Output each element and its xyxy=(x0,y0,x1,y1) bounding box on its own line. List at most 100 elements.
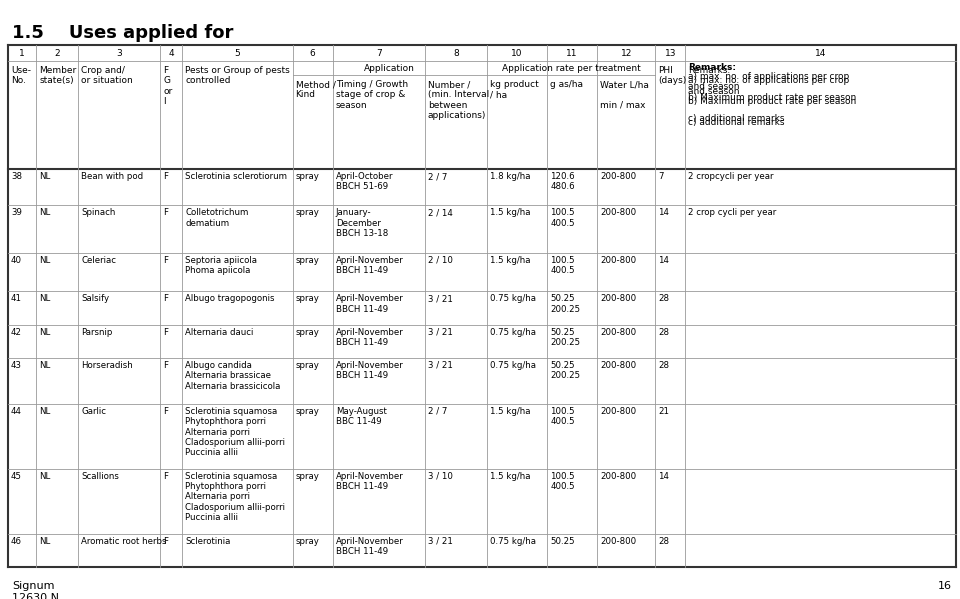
Text: 1.5    Uses applied for: 1.5 Uses applied for xyxy=(12,24,233,42)
Text: 46: 46 xyxy=(11,537,22,546)
Text: 0.75 kg/ha: 0.75 kg/ha xyxy=(490,294,536,303)
Text: Use-
No.: Use- No. xyxy=(11,66,31,86)
Text: F: F xyxy=(163,328,168,337)
Text: kg product
/ ha: kg product / ha xyxy=(490,80,539,99)
Text: 200-800: 200-800 xyxy=(600,361,636,370)
Text: 38: 38 xyxy=(11,172,22,181)
Text: April-November
BBCH 11-49: April-November BBCH 11-49 xyxy=(336,256,403,276)
Text: spray: spray xyxy=(296,256,320,265)
Text: Spinach: Spinach xyxy=(82,208,115,217)
Text: spray: spray xyxy=(296,294,320,303)
Text: F: F xyxy=(163,361,168,370)
Text: 43: 43 xyxy=(11,361,22,370)
Text: April-November
BBCH 11-49: April-November BBCH 11-49 xyxy=(336,328,403,347)
Text: 1.5 kg/ha: 1.5 kg/ha xyxy=(490,256,531,265)
Text: 21: 21 xyxy=(659,407,669,416)
Text: Celeriac: Celeriac xyxy=(82,256,116,265)
Text: April-November
BBCH 11-49: April-November BBCH 11-49 xyxy=(336,537,403,556)
Text: 3 / 21: 3 / 21 xyxy=(428,361,453,370)
Text: 28: 28 xyxy=(659,361,669,370)
Text: 3: 3 xyxy=(116,49,122,58)
Text: F
G
or
I: F G or I xyxy=(163,66,173,106)
Text: 100.5
400.5: 100.5 400.5 xyxy=(550,208,575,228)
Text: Aromatic root herbs: Aromatic root herbs xyxy=(82,537,167,546)
Text: Signum
12630 N: Signum 12630 N xyxy=(12,581,59,599)
Text: Remarks:
a) max. no. of applications per crop
and season
b) Maximum product rate: Remarks: a) max. no. of applications per… xyxy=(688,66,856,127)
Text: Application: Application xyxy=(365,64,416,73)
Text: Parsnip: Parsnip xyxy=(82,328,112,337)
Text: 2 / 7: 2 / 7 xyxy=(428,407,447,416)
Text: NL: NL xyxy=(39,328,50,337)
Text: 200-800: 200-800 xyxy=(600,256,636,265)
Text: 200-800: 200-800 xyxy=(600,294,636,303)
Text: 0.75 kg/ha: 0.75 kg/ha xyxy=(490,537,536,546)
Text: Sclerotinia: Sclerotinia xyxy=(185,537,230,546)
Text: 120.6
480.6: 120.6 480.6 xyxy=(550,172,575,192)
Text: 3 / 21: 3 / 21 xyxy=(428,328,453,337)
Text: 1.5 kg/ha: 1.5 kg/ha xyxy=(490,208,531,217)
Text: 10: 10 xyxy=(512,49,523,58)
Text: 200-800: 200-800 xyxy=(600,537,636,546)
Text: spray: spray xyxy=(296,328,320,337)
Text: Sclerotinia sclerotiorum: Sclerotinia sclerotiorum xyxy=(185,172,287,181)
Text: 200-800: 200-800 xyxy=(600,328,636,337)
Text: spray: spray xyxy=(296,208,320,217)
Text: 100.5
400.5: 100.5 400.5 xyxy=(550,256,575,276)
Text: NL: NL xyxy=(39,537,50,546)
Text: 200-800: 200-800 xyxy=(600,407,636,416)
Text: Remarks:: Remarks: xyxy=(688,63,736,72)
Text: Scallions: Scallions xyxy=(82,471,119,480)
Text: Garlic: Garlic xyxy=(82,407,107,416)
Text: 8: 8 xyxy=(453,49,459,58)
Text: F: F xyxy=(163,537,168,546)
Text: 1: 1 xyxy=(19,49,25,58)
Text: 45: 45 xyxy=(11,471,22,480)
Text: Salsify: Salsify xyxy=(82,294,109,303)
Text: Method /
Kind: Method / Kind xyxy=(296,80,335,99)
Text: Sclerotinia squamosa
Phytophthora porri
Alternaria porri
Cladosporium allii-porr: Sclerotinia squamosa Phytophthora porri … xyxy=(185,471,285,522)
Text: Bean with pod: Bean with pod xyxy=(82,172,143,181)
Text: NL: NL xyxy=(39,471,50,480)
Text: May-August
BBC 11-49: May-August BBC 11-49 xyxy=(336,407,387,426)
Text: 39: 39 xyxy=(11,208,22,217)
Text: 3 / 21: 3 / 21 xyxy=(428,537,453,546)
Text: F: F xyxy=(163,208,168,217)
Text: 2 / 7: 2 / 7 xyxy=(428,172,447,181)
Text: 12: 12 xyxy=(620,49,632,58)
Text: Septoria apiicola
Phoma apiicola: Septoria apiicola Phoma apiicola xyxy=(185,256,257,276)
Text: 40: 40 xyxy=(11,256,22,265)
Text: 42: 42 xyxy=(11,328,22,337)
Text: a) max. no. of applications per crop
and season
b) Maximum product rate per seas: a) max. no. of applications per crop and… xyxy=(688,72,856,123)
Text: January-
December
BBCH 13-18: January- December BBCH 13-18 xyxy=(336,208,388,238)
Text: 200-800: 200-800 xyxy=(600,471,636,480)
Text: spray: spray xyxy=(296,407,320,416)
Text: 100.5
400.5: 100.5 400.5 xyxy=(550,407,575,426)
Text: 2 / 10: 2 / 10 xyxy=(428,256,453,265)
Text: 0.75 kg/ha: 0.75 kg/ha xyxy=(490,361,536,370)
Text: 2 / 14: 2 / 14 xyxy=(428,208,453,217)
Text: F: F xyxy=(163,256,168,265)
Text: NL: NL xyxy=(39,256,50,265)
Text: 44: 44 xyxy=(11,407,22,416)
Text: spray: spray xyxy=(296,172,320,181)
Text: 200-800: 200-800 xyxy=(600,208,636,217)
Text: 7: 7 xyxy=(376,49,382,58)
Text: spray: spray xyxy=(296,361,320,370)
Text: NL: NL xyxy=(39,361,50,370)
Text: 41: 41 xyxy=(11,294,22,303)
Text: April-October
BBCH 51-69: April-October BBCH 51-69 xyxy=(336,172,394,192)
Text: PHI
(days): PHI (days) xyxy=(659,66,686,86)
Text: g as/ha: g as/ha xyxy=(550,80,583,89)
Text: 14: 14 xyxy=(815,49,827,58)
Text: 11: 11 xyxy=(566,49,578,58)
Text: NL: NL xyxy=(39,407,50,416)
Text: 14: 14 xyxy=(659,208,669,217)
Text: 1.8 kg/ha: 1.8 kg/ha xyxy=(490,172,531,181)
Text: 3 / 21: 3 / 21 xyxy=(428,294,453,303)
Text: 4: 4 xyxy=(169,49,174,58)
Text: 200-800: 200-800 xyxy=(600,172,636,181)
Text: Pests or Group of pests
controlled: Pests or Group of pests controlled xyxy=(185,66,290,86)
Text: 2 cropcycli per year: 2 cropcycli per year xyxy=(688,172,774,181)
Text: F: F xyxy=(163,172,168,181)
Text: 14: 14 xyxy=(659,471,669,480)
